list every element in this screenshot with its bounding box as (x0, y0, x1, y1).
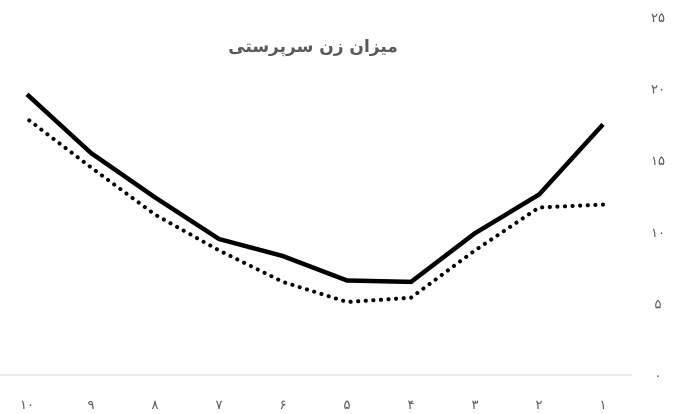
y-tick-label: ۰ (655, 369, 662, 384)
x-tick-label: ۶ (280, 398, 287, 413)
x-tick-label: ۱۰ (20, 398, 34, 413)
x-tick-label: ۷ (216, 398, 223, 413)
x-tick-label: ۱ (600, 398, 607, 413)
x-tick-label: ۳ (472, 398, 479, 413)
x-tick-label: ۲ (536, 398, 543, 413)
y-tick-label: ۱۵ (651, 154, 665, 169)
x-tick-labels: ۱ ۲ ۳ ۴ ۵ ۶ ۷ ۸ ۹ ۱۰ (20, 398, 606, 413)
x-tick-label: ۸ (152, 398, 159, 413)
chart-title: میزان زن سرپرستی (228, 37, 398, 57)
series-line-dotted (25, 116, 605, 304)
y-tick-label: ۵ (655, 297, 662, 312)
y-tick-label: ۲۵ (651, 11, 665, 26)
y-tick-label: ۲۰ (651, 83, 665, 98)
y-tick-labels: ۰ ۵ ۱۰ ۱۵ ۲۰ ۲۵ (651, 11, 665, 384)
x-tick-label: ۴ (408, 398, 415, 413)
x-tick-label: ۹ (88, 398, 95, 413)
y-tick-label: ۱۰ (651, 226, 665, 241)
x-tick-label: ۵ (344, 398, 351, 413)
series-lines (25, 92, 605, 304)
series-line-solid (25, 92, 605, 285)
